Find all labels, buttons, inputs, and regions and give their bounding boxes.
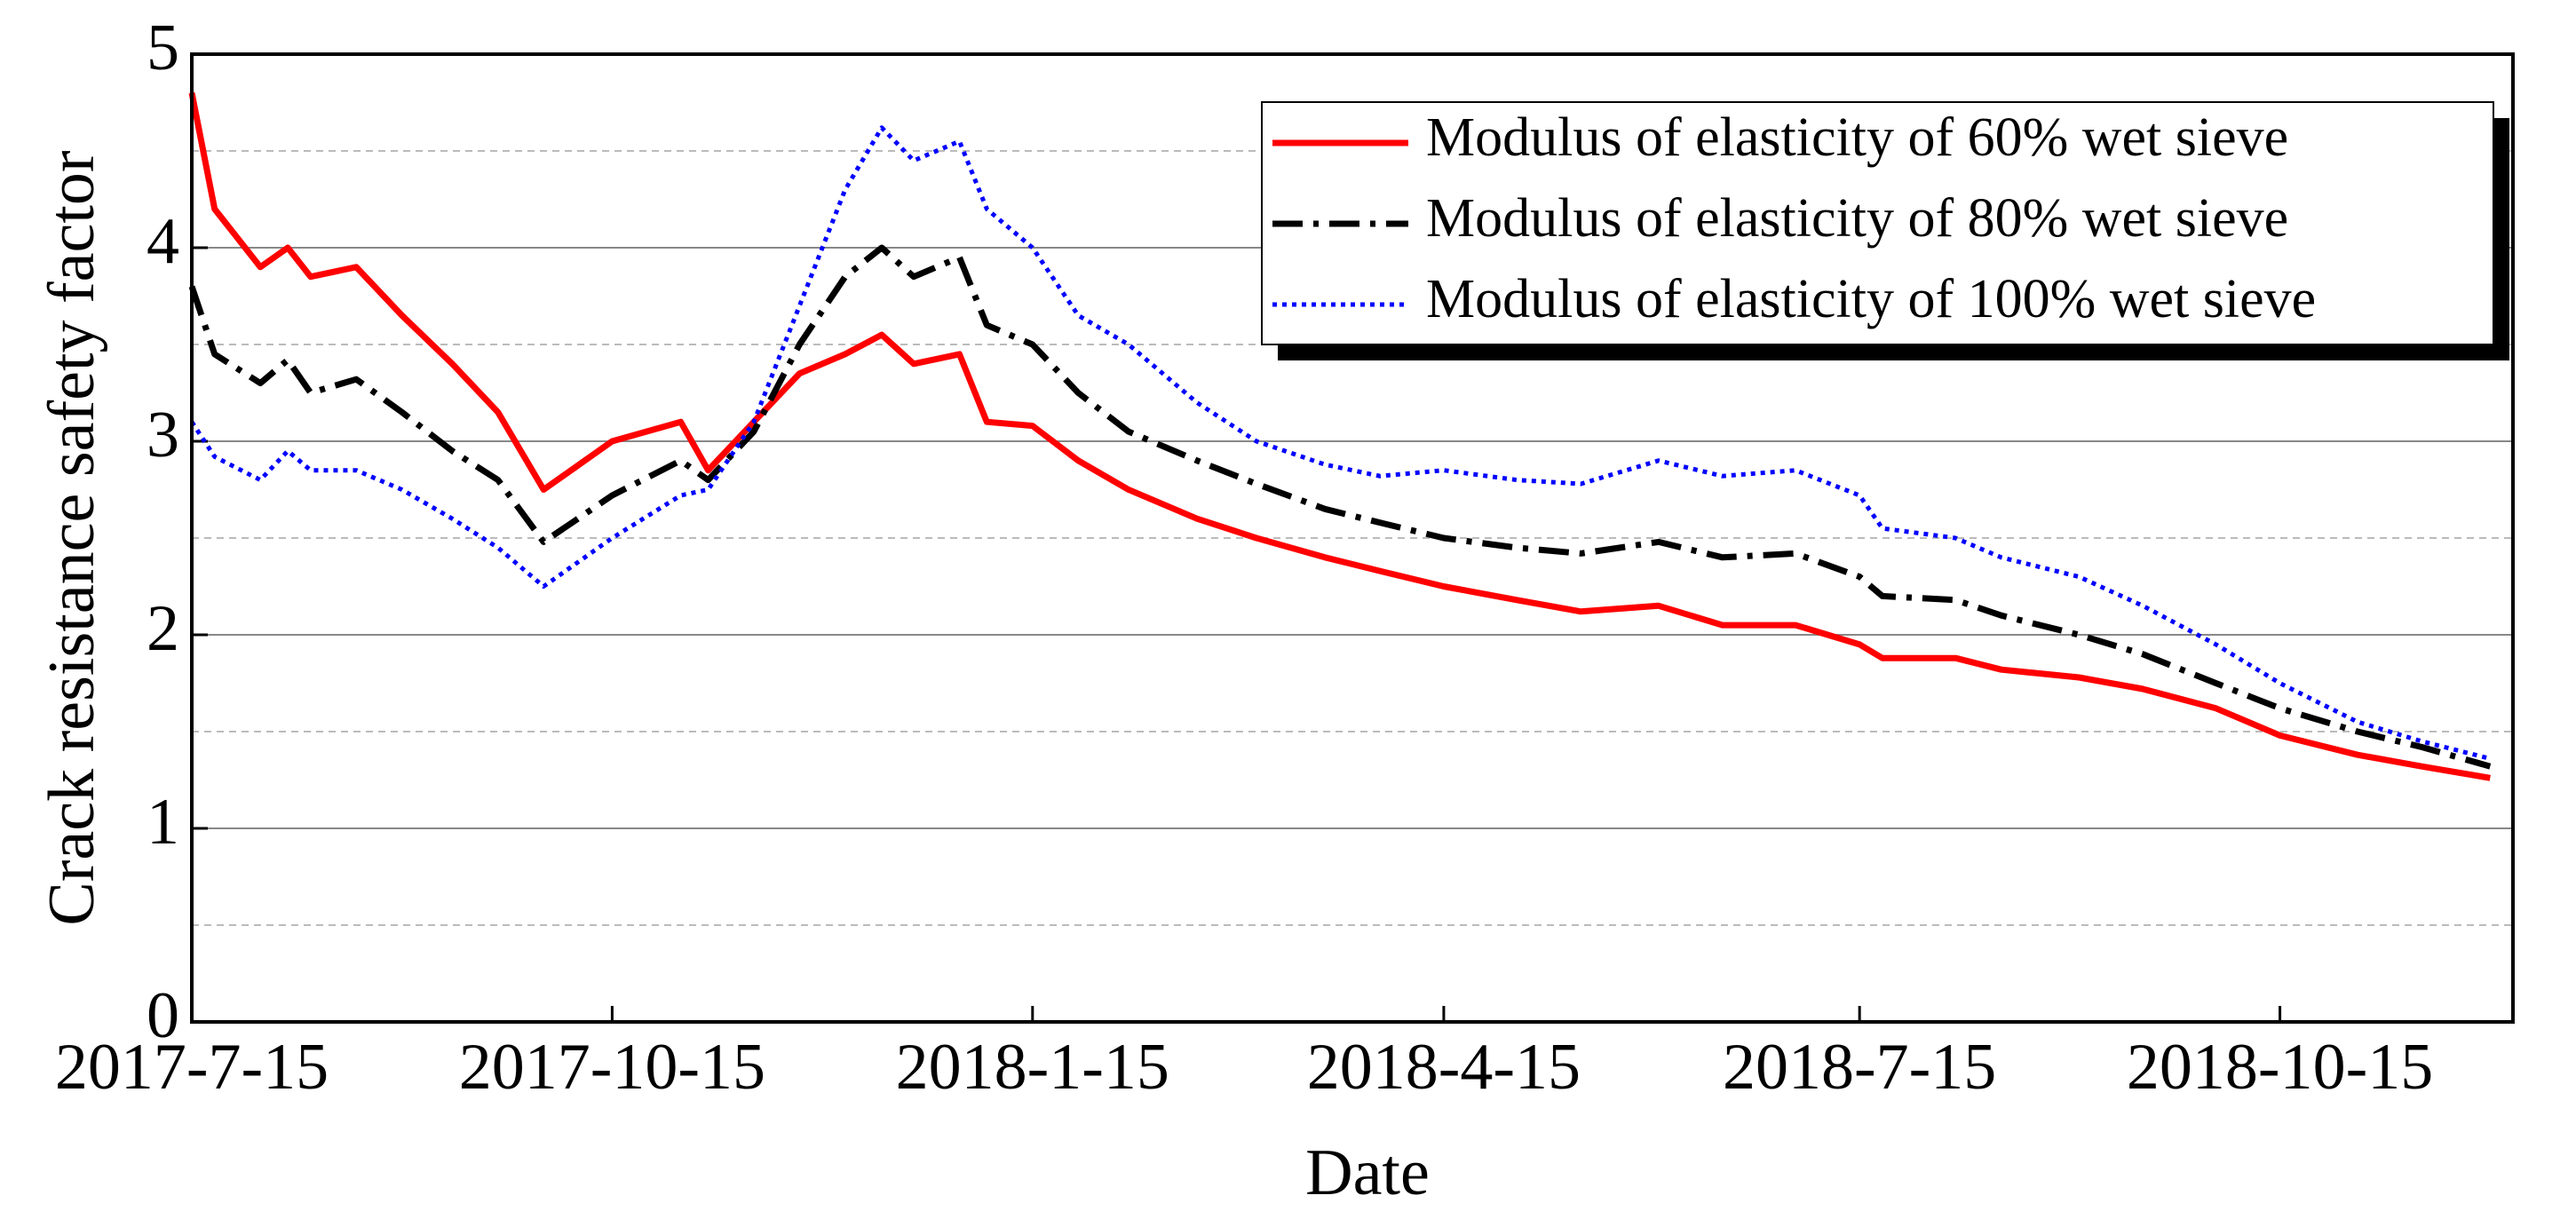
legend-label: Modulus of elasticity of 100% wet sieve <box>1426 269 2316 329</box>
x-tick-label: 2018-1-15 <box>896 1031 1169 1104</box>
series-line <box>189 125 2491 761</box>
x-tick-label: 2018-4-15 <box>1307 1031 1581 1104</box>
y-tick-label: 2 <box>147 592 179 665</box>
x-tick-label: 2017-7-15 <box>55 1031 329 1104</box>
x-axis-label: Date <box>1305 1136 1430 1209</box>
y-tick-label: 3 <box>147 399 179 471</box>
x-tick-label: 2018-10-15 <box>2127 1031 2433 1104</box>
y-tick-label: 4 <box>147 205 179 278</box>
legend-label: Modulus of elasticity of 60% wet sieve <box>1426 107 2288 168</box>
x-tick-label: 2017-10-15 <box>459 1031 765 1104</box>
legend-label: Modulus of elasticity of 80% wet sieve <box>1426 188 2288 249</box>
y-tick-label: 1 <box>147 786 179 859</box>
y-tick-label: 0 <box>147 979 179 1052</box>
y-axis-label: Crack resistance safety factor <box>36 150 108 925</box>
legend <box>1261 101 2494 345</box>
series-line <box>188 91 2491 781</box>
y-tick-label: 5 <box>147 12 179 84</box>
series-line <box>188 244 2492 770</box>
x-tick-label: 2018-7-15 <box>1723 1031 1996 1104</box>
plot-frame <box>190 52 2515 1024</box>
